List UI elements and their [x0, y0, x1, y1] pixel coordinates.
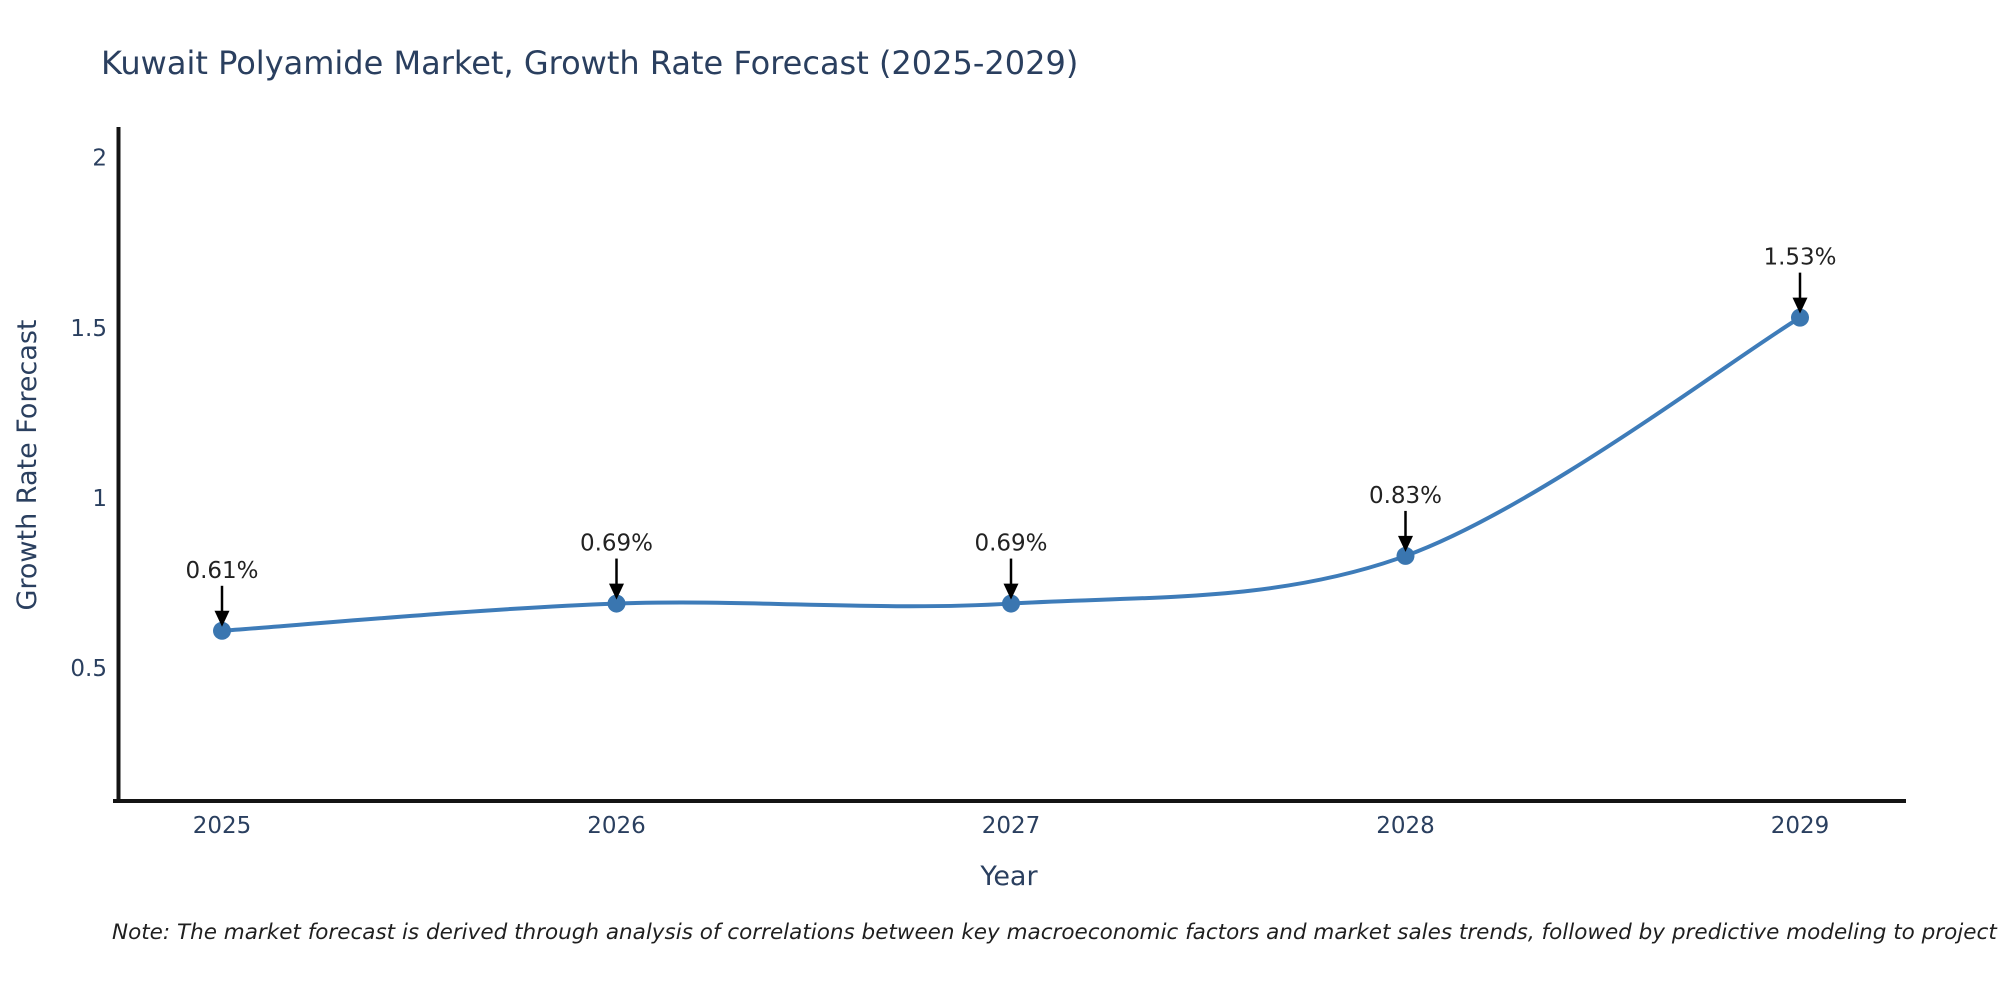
annotation-label: 0.69% — [974, 531, 1047, 557]
annotation-arrowhead — [609, 583, 624, 600]
series-line — [220, 315, 1802, 633]
x-tick-label: 2027 — [982, 813, 1041, 839]
data-point-marker — [1002, 594, 1020, 613]
y-tick-label: 1.5 — [70, 316, 107, 342]
annotation-arrowhead — [214, 610, 230, 627]
x-tick-label: 2028 — [1376, 813, 1435, 839]
x-tick-label: 2025 — [193, 813, 252, 839]
x-tick-label: 2029 — [1771, 813, 1830, 839]
annotation-label: 1.53% — [1763, 245, 1836, 271]
annotation-label: 0.69% — [580, 531, 653, 557]
data-point-marker — [607, 594, 626, 613]
chart-title: Kuwait Polyamide Market, Growth Rate For… — [101, 44, 1079, 82]
x-axis-title: Year — [979, 861, 1038, 892]
data-point-marker — [1791, 308, 1809, 327]
data-point-marker — [213, 621, 231, 640]
y-axis-title: Growth Rate Forecast — [12, 319, 43, 610]
y-tick-label: 1 — [92, 486, 107, 512]
annotation-label: 0.83% — [1369, 483, 1442, 509]
x-tick-label: 2026 — [587, 813, 646, 839]
annotation-arrowhead — [1398, 535, 1413, 552]
note-text: Note: The market forecast is derived thr… — [112, 920, 2000, 945]
y-tick-label: 2 — [92, 146, 107, 172]
annotation-arrowhead — [1003, 583, 1019, 600]
y-tick-label: 0.5 — [70, 656, 107, 682]
annotation-arrowhead — [1792, 297, 1808, 314]
annotation-label: 0.61% — [185, 558, 258, 584]
data-point-marker — [1396, 546, 1415, 565]
